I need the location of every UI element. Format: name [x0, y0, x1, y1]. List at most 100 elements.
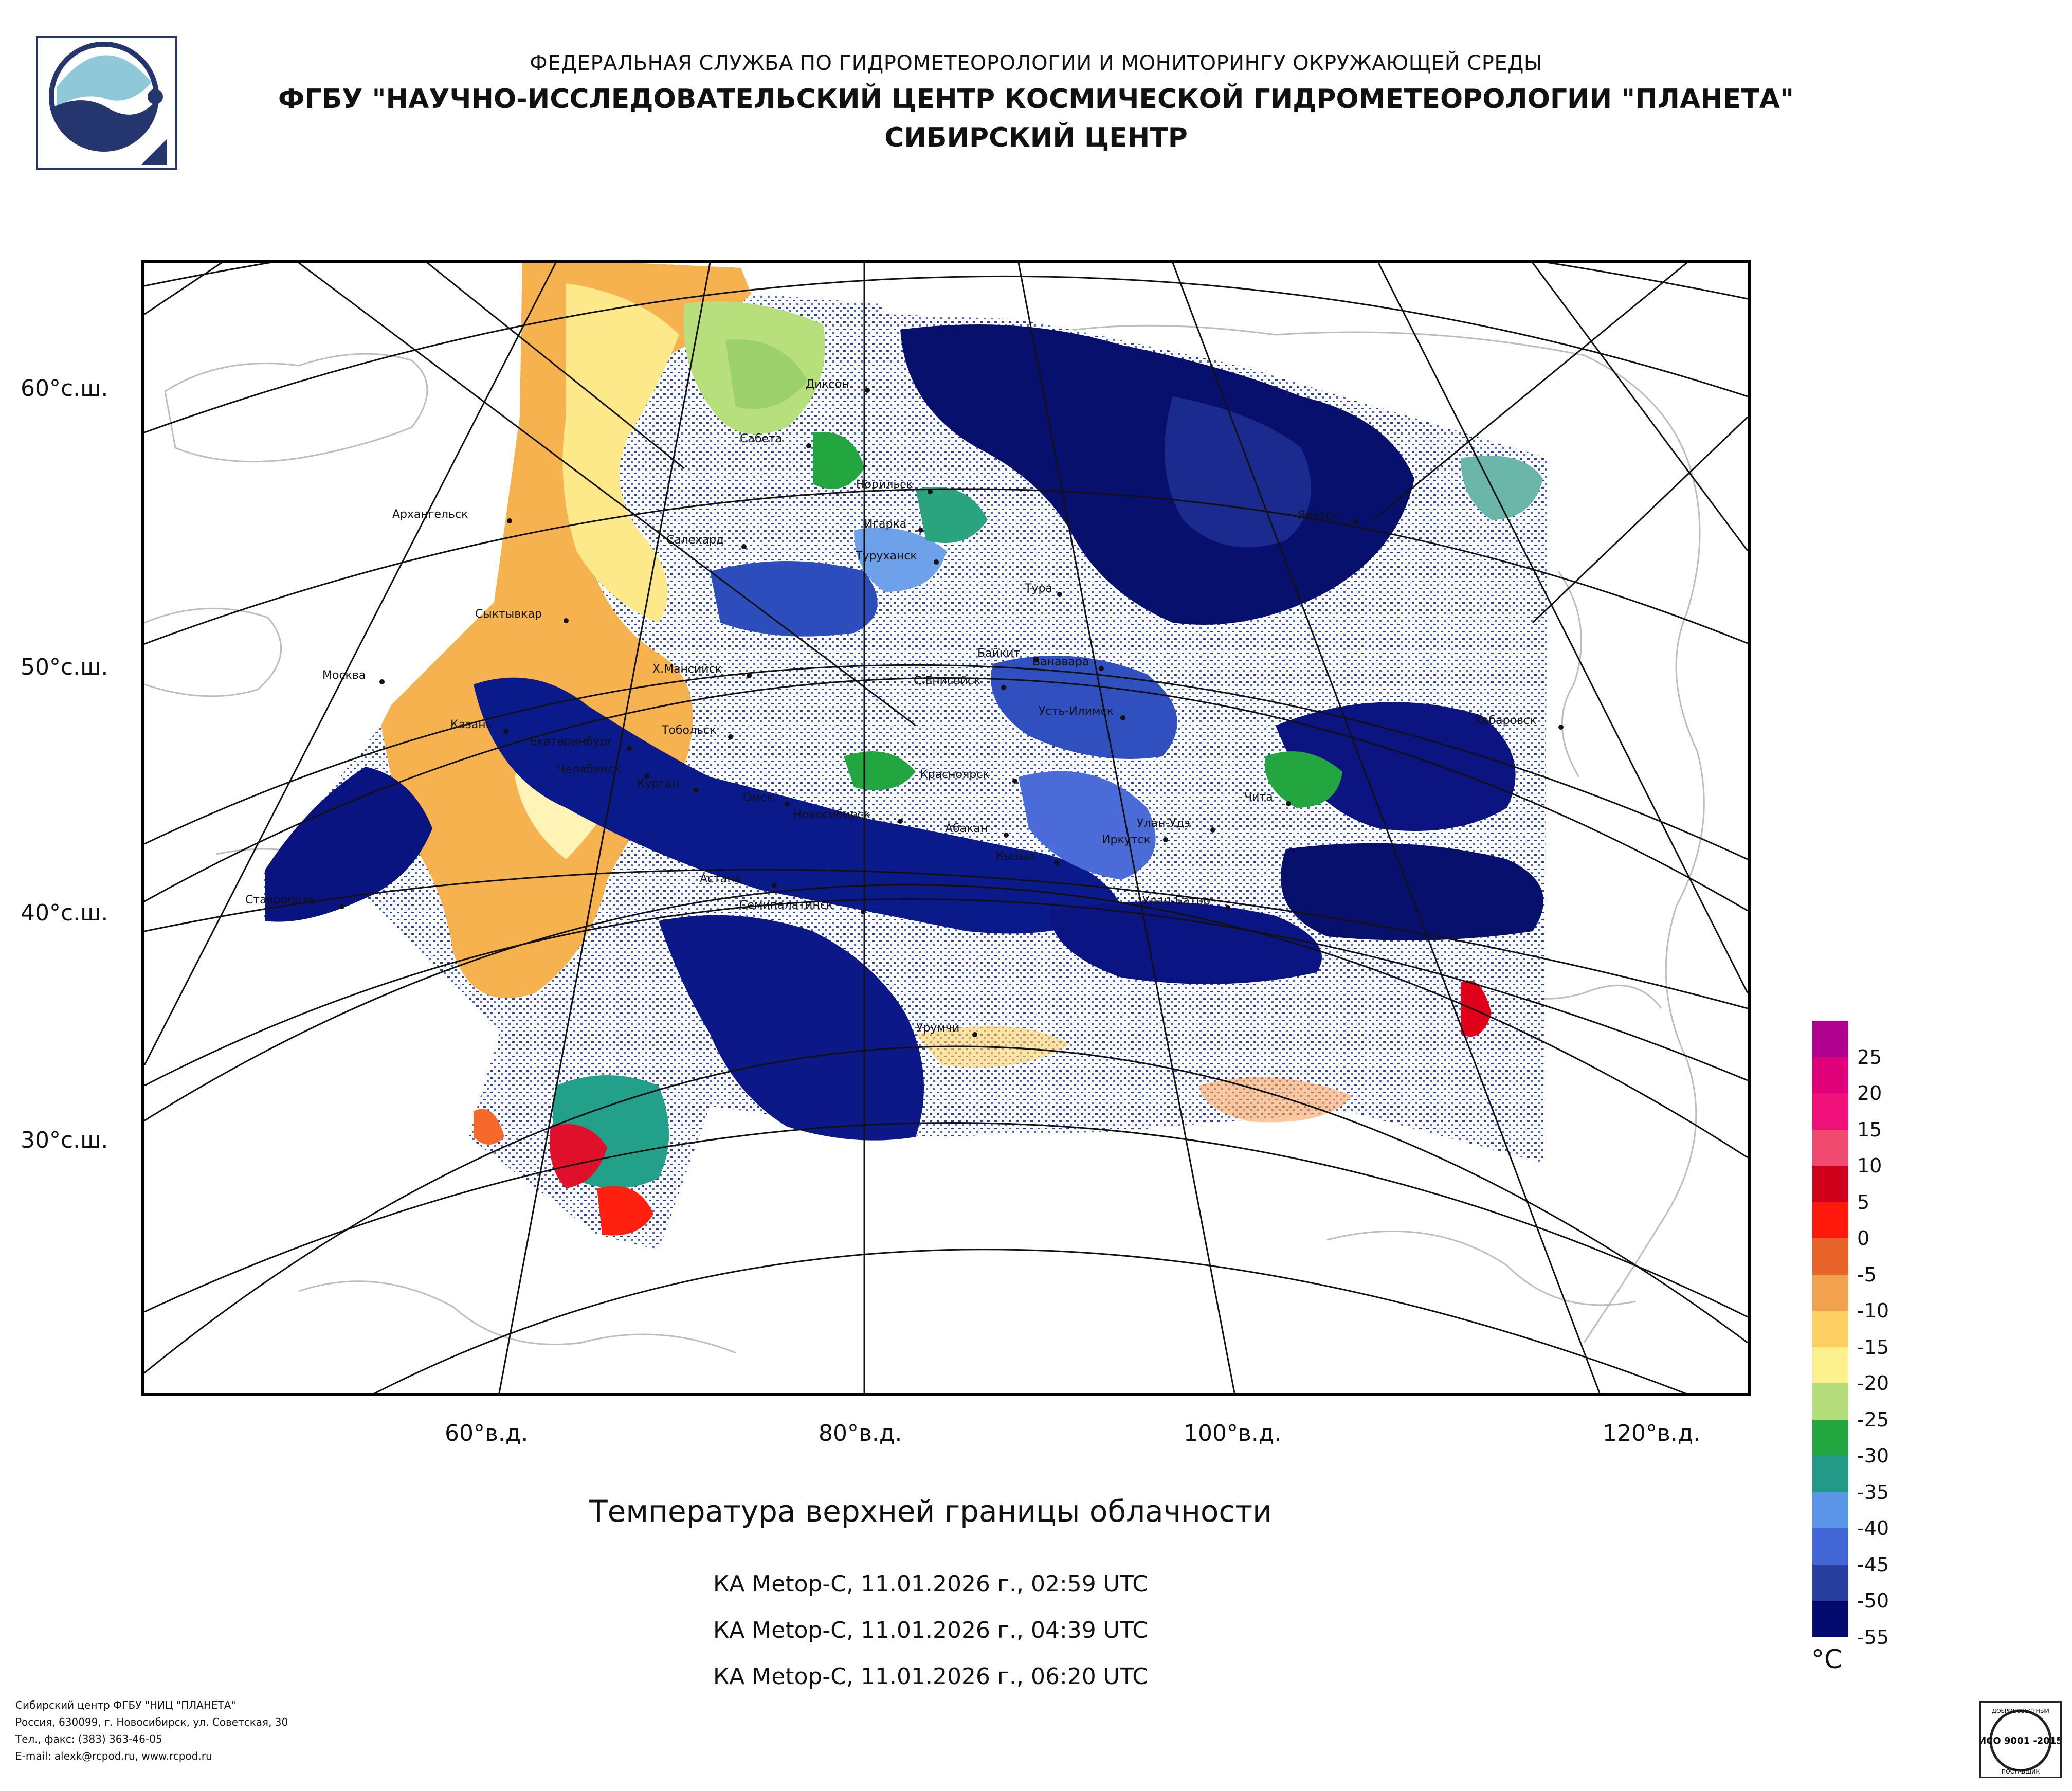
- city-dot: [934, 559, 939, 565]
- color-legend: [1812, 1021, 1848, 1637]
- city-label: Казань: [450, 718, 493, 731]
- city-dot: [379, 679, 385, 684]
- legend-swatch: [1812, 1347, 1848, 1383]
- cert-top: ДОБРОСОВЕСТНЫЙ: [1992, 1708, 2049, 1714]
- city-dot: [503, 729, 508, 734]
- longitude-label: 100°в.д.: [1184, 1420, 1282, 1446]
- satellite-pass: КА Metop-C, 11.01.2026 г., 06:20 UTC: [713, 1663, 1149, 1690]
- legend-swatch: [1812, 1238, 1848, 1275]
- legend-swatch: [1812, 1528, 1848, 1565]
- cert-middle: ИСО 9001 -2015: [1981, 1735, 2060, 1746]
- footer-phone: Тел., факс: (383) 363-46-05: [15, 1733, 162, 1745]
- longitude-label: 120°в.д.: [1603, 1420, 1701, 1446]
- city-dot: [1099, 666, 1104, 671]
- city-dot: [728, 734, 733, 739]
- legend-label: -25: [1857, 1408, 1889, 1431]
- city-label: С.Енисейск: [914, 675, 980, 688]
- city-dot: [1033, 657, 1039, 662]
- longitude-label: 60°в.д.: [445, 1420, 529, 1446]
- legend-swatch: [1812, 1057, 1848, 1093]
- city-label: Сыктывкар: [475, 608, 542, 621]
- legend-swatch: [1812, 1456, 1848, 1492]
- city-dot: [1001, 685, 1006, 690]
- legend-label: -5: [1857, 1263, 1877, 1286]
- planeta-logo-icon: [36, 36, 177, 170]
- city-label: Кызыл: [996, 850, 1035, 863]
- city-dot: [1353, 519, 1358, 524]
- city-label: Салехард: [666, 534, 724, 547]
- legend-label: 25: [1857, 1045, 1882, 1069]
- city-dot: [627, 746, 632, 751]
- legend-label: -45: [1857, 1553, 1889, 1576]
- city-label: Красноярск: [920, 768, 990, 781]
- legend-swatch: [1812, 1202, 1848, 1238]
- city-label: Тобольск: [661, 724, 716, 737]
- city-dot: [741, 544, 747, 549]
- legend-label: 5: [1857, 1190, 1870, 1214]
- legend-label: -10: [1857, 1299, 1889, 1322]
- city-label: Чита: [1244, 791, 1273, 804]
- legend-label: -30: [1857, 1444, 1889, 1467]
- city-label: Астана: [700, 873, 741, 885]
- legend-label: 20: [1857, 1082, 1882, 1105]
- city-label: Усть-Илимск: [1039, 705, 1114, 718]
- city-dot: [1210, 827, 1215, 833]
- legend-swatch: [1812, 1274, 1848, 1311]
- city-dot: [1054, 860, 1059, 865]
- city-dot: [928, 489, 933, 494]
- city-dot: [772, 883, 777, 888]
- legend-swatch: [1812, 1021, 1848, 1057]
- legend-swatch: [1812, 1166, 1848, 1202]
- legend-swatch: [1812, 1419, 1848, 1456]
- city-dot: [1004, 833, 1009, 838]
- city-dot: [507, 518, 512, 523]
- city-label: Х.Мансийск: [652, 663, 722, 676]
- city-label: Туруханск: [855, 550, 917, 563]
- map-title: Температура верхней границы облачности: [589, 1494, 1272, 1529]
- city-label: Улан-Удэ: [1137, 817, 1190, 830]
- city-dot: [918, 528, 923, 533]
- city-dot: [865, 388, 870, 393]
- city-label: Архангельск: [392, 508, 468, 521]
- city-label: Хабаровск: [1474, 714, 1536, 727]
- city-label: Якутск: [1298, 509, 1339, 522]
- city-dot: [1558, 725, 1564, 730]
- city-label: Улан-Батор: [1142, 895, 1210, 908]
- city-dot: [861, 909, 866, 914]
- legend-label: -35: [1857, 1480, 1889, 1504]
- city-dot: [785, 802, 790, 807]
- city-label: Байкит: [977, 647, 1020, 660]
- city-dot: [898, 819, 903, 824]
- iso-certificate-icon: ДОБРОСОВЕСТНЫЙ ИСО 9001 -2015 ПОСТАВЩИК: [1978, 1701, 2063, 1778]
- city-dot: [1225, 905, 1230, 910]
- city-label: Иркутск: [1102, 834, 1151, 846]
- city-label: Норильск: [856, 478, 913, 491]
- legend-swatch: [1812, 1129, 1848, 1166]
- city-dot: [1286, 801, 1291, 806]
- legend-label: 10: [1857, 1154, 1882, 1177]
- legend-label: 15: [1857, 1118, 1882, 1141]
- latitude-label: 30°с.ш.: [21, 1127, 108, 1153]
- legend-swatch: [1812, 1601, 1848, 1637]
- latitude-label: 40°с.ш.: [21, 900, 108, 926]
- city-dot: [339, 904, 344, 909]
- city-labels: Диксон Сабета Норильск Игарка Туруханск …: [245, 378, 1564, 1037]
- legend-swatch: [1812, 1492, 1848, 1528]
- legend-label: -15: [1857, 1335, 1889, 1359]
- city-dot: [972, 1032, 977, 1037]
- city-label: Семипалатинск: [739, 899, 833, 912]
- city-dot: [564, 618, 569, 623]
- city-dot: [806, 443, 811, 448]
- city-dot: [644, 773, 649, 779]
- header-center: СИБИРСКИЙ ЦЕНТР: [884, 122, 1188, 153]
- city-label: Игарка: [864, 518, 906, 531]
- legend-swatch: [1812, 1564, 1848, 1601]
- city-label: Диксон: [806, 378, 849, 391]
- city-label: Екатеринбург: [530, 735, 613, 748]
- footer-org: Сибирский центр ФГБУ "НИЦ "ПЛАНЕТА": [15, 1699, 236, 1711]
- legend-label: -40: [1857, 1517, 1889, 1540]
- city-label: Абакан: [945, 822, 988, 835]
- city-label: Москва: [322, 669, 366, 682]
- latitude-label: 50°с.ш.: [21, 654, 108, 680]
- city-dot: [747, 673, 752, 678]
